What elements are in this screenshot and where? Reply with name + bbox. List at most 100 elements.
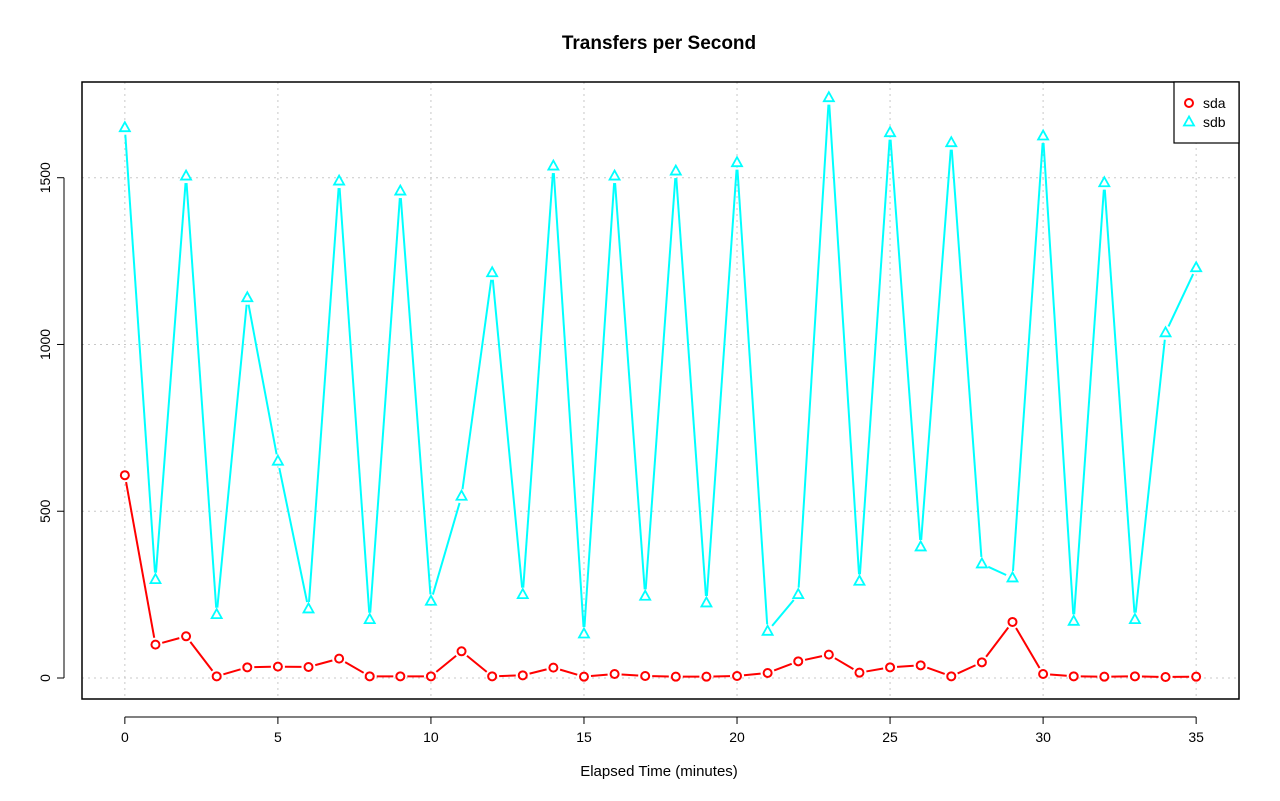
data-point <box>1160 671 1171 682</box>
series-line-segment <box>1042 142 1075 615</box>
data-point <box>1191 671 1202 682</box>
series-line-segment <box>529 668 547 675</box>
data-point <box>732 670 743 681</box>
data-point <box>946 671 957 682</box>
data-point <box>393 183 407 196</box>
data-point <box>455 488 469 501</box>
series-sdb <box>118 90 1203 639</box>
series <box>118 90 1203 682</box>
data-point <box>516 587 530 600</box>
series-line-segment <box>499 674 516 678</box>
data-point <box>272 661 283 672</box>
series-line-segment <box>125 481 156 638</box>
series-line-segment <box>987 565 1007 576</box>
series-line-segment <box>920 149 952 541</box>
data-point <box>179 168 193 181</box>
series-line-segment <box>950 149 983 558</box>
data-point <box>822 90 836 103</box>
x-tick-label: 5 <box>274 729 282 745</box>
series-line-segment <box>804 655 823 661</box>
series-line-segment <box>154 182 187 573</box>
x-tick-label: 10 <box>423 729 439 745</box>
data-point <box>852 573 866 586</box>
series-line-segment <box>431 502 461 595</box>
data-point <box>485 265 499 278</box>
data-point <box>548 662 559 673</box>
series-line-segment <box>858 139 891 575</box>
x-tick-label: 25 <box>882 729 898 745</box>
series-line-segment <box>621 673 639 677</box>
data-point <box>791 587 805 600</box>
data-point <box>210 607 224 620</box>
data-point <box>517 670 528 681</box>
data-point <box>150 639 161 650</box>
data-point <box>914 539 928 552</box>
series-line-segment <box>369 197 401 613</box>
series-line-segment <box>985 626 1010 658</box>
data-point <box>1128 612 1142 625</box>
chart-title: Transfers per Second <box>562 33 756 54</box>
x-tick-label: 20 <box>729 729 745 745</box>
data-point <box>181 631 192 642</box>
data-point <box>546 158 560 171</box>
data-point <box>1099 671 1110 682</box>
data-point <box>670 671 681 682</box>
grid <box>82 82 1239 699</box>
series-line-segment <box>896 664 914 668</box>
data-point <box>1067 613 1081 626</box>
series-line-segment <box>1073 189 1105 615</box>
series-line-segment <box>559 668 578 676</box>
series-line-segment <box>466 654 488 673</box>
series-line-segment <box>185 182 218 608</box>
legend-marker-sdb <box>1182 114 1196 127</box>
series-line-segment <box>675 177 707 597</box>
data-point <box>1038 668 1049 679</box>
series-line-segment <box>338 187 371 613</box>
x-tick-label: 30 <box>1035 729 1051 745</box>
series-line-segment <box>644 177 677 590</box>
data-point <box>578 671 589 682</box>
series-line-segment <box>583 182 616 628</box>
series-line-segment <box>491 279 524 588</box>
data-point <box>119 470 130 481</box>
data-point <box>701 671 712 682</box>
data-point <box>823 649 834 660</box>
series-line-segment <box>435 654 457 673</box>
x-tick-label: 15 <box>576 729 592 745</box>
data-point <box>332 173 346 186</box>
series-line-segment <box>889 139 922 541</box>
series-line-segment <box>705 169 738 597</box>
series-line-segment <box>1011 142 1044 572</box>
series-line-segment <box>926 666 946 675</box>
y-tick-label: 1000 <box>37 329 53 360</box>
data-point <box>271 453 285 466</box>
data-point <box>669 163 683 176</box>
series-line-segment <box>866 667 884 673</box>
data-point <box>395 671 406 682</box>
series-line-segment <box>773 662 793 672</box>
data-point <box>975 556 989 569</box>
legend-label-sda: sda <box>1203 95 1226 111</box>
series-line-segment <box>399 197 432 595</box>
series-line-segment <box>124 134 156 573</box>
data-point <box>883 125 897 138</box>
series-line-segment <box>743 672 761 677</box>
data-point <box>915 660 926 671</box>
data-point <box>240 290 254 303</box>
legend-marker-sda <box>1184 98 1194 108</box>
series-line-segment <box>736 169 769 625</box>
data-point <box>854 667 865 678</box>
series-line-segment <box>344 661 365 674</box>
data-point <box>363 612 377 625</box>
series-line-segment <box>278 467 309 603</box>
series-line-segment <box>314 659 333 667</box>
data-point <box>118 120 132 133</box>
data-point <box>577 626 591 639</box>
data-point <box>1005 570 1020 583</box>
series-line-segment <box>834 657 854 670</box>
data-point <box>1007 616 1018 627</box>
data-point <box>334 653 345 664</box>
data-point <box>1036 128 1050 141</box>
series-line-segment <box>308 187 340 603</box>
